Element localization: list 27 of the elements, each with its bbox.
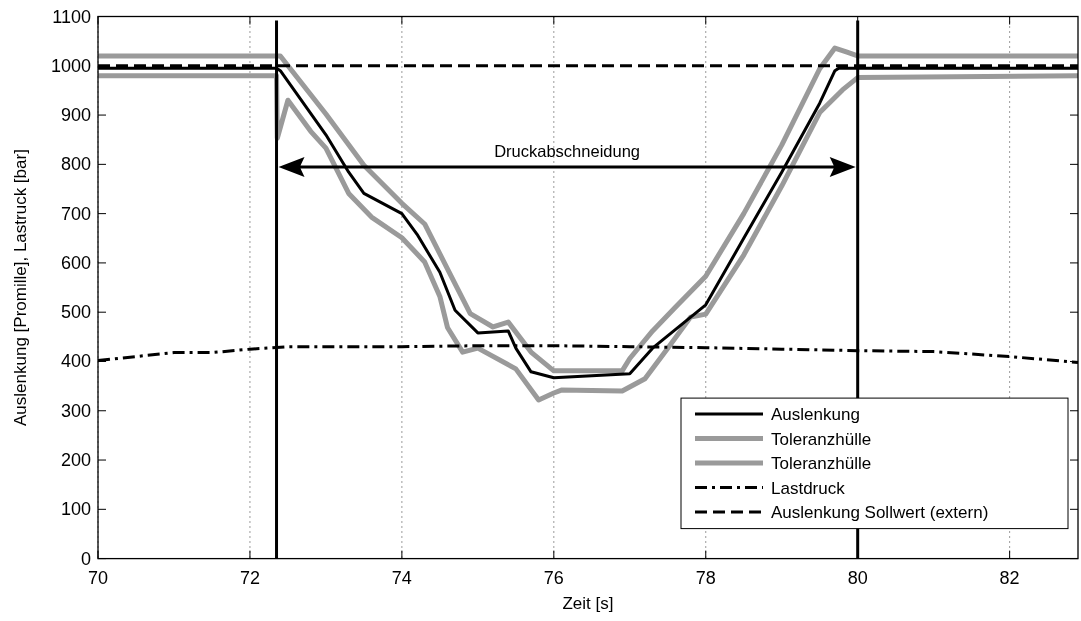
y-tick-label: 700 [60,203,91,224]
legend-label: Auslenkung [771,405,860,425]
y-tick-label: 200 [60,450,91,471]
y-tick-label: 1100 [52,6,91,27]
y-tick-label: 500 [60,302,91,323]
y-tick-label: 300 [60,400,91,421]
legend-label: Toleranzhülle [771,454,872,474]
legend-label: Lastdruck [771,478,846,498]
x-tick-label: 72 [239,567,260,588]
y-tick-label: 900 [60,105,91,126]
y-tick-label: 100 [60,499,91,520]
x-tick-label: 74 [391,567,412,588]
x-tick-label: 78 [695,567,716,588]
x-tick-label: 76 [543,567,564,588]
y-tick-label: 600 [60,252,91,273]
y-tick-label: 800 [60,154,91,175]
x-axis-title: Zeit [s] [562,593,614,613]
legend-label: Toleranzhülle [771,429,872,449]
y-tick-label: 1000 [50,55,91,76]
y-tick-label: 0 [80,548,91,569]
y-tick-label: 400 [60,351,91,372]
y-axis-title: Auslenkung [Promille], Lastruck [bar] [11,149,30,426]
x-tick-label: 82 [999,567,1020,588]
legend-label: Auslenkung Sollwert (extern) [771,503,989,523]
x-tick-label: 80 [847,567,868,588]
x-tick-label: 70 [87,567,109,588]
annotation: Druckabschneidung [494,141,641,160]
